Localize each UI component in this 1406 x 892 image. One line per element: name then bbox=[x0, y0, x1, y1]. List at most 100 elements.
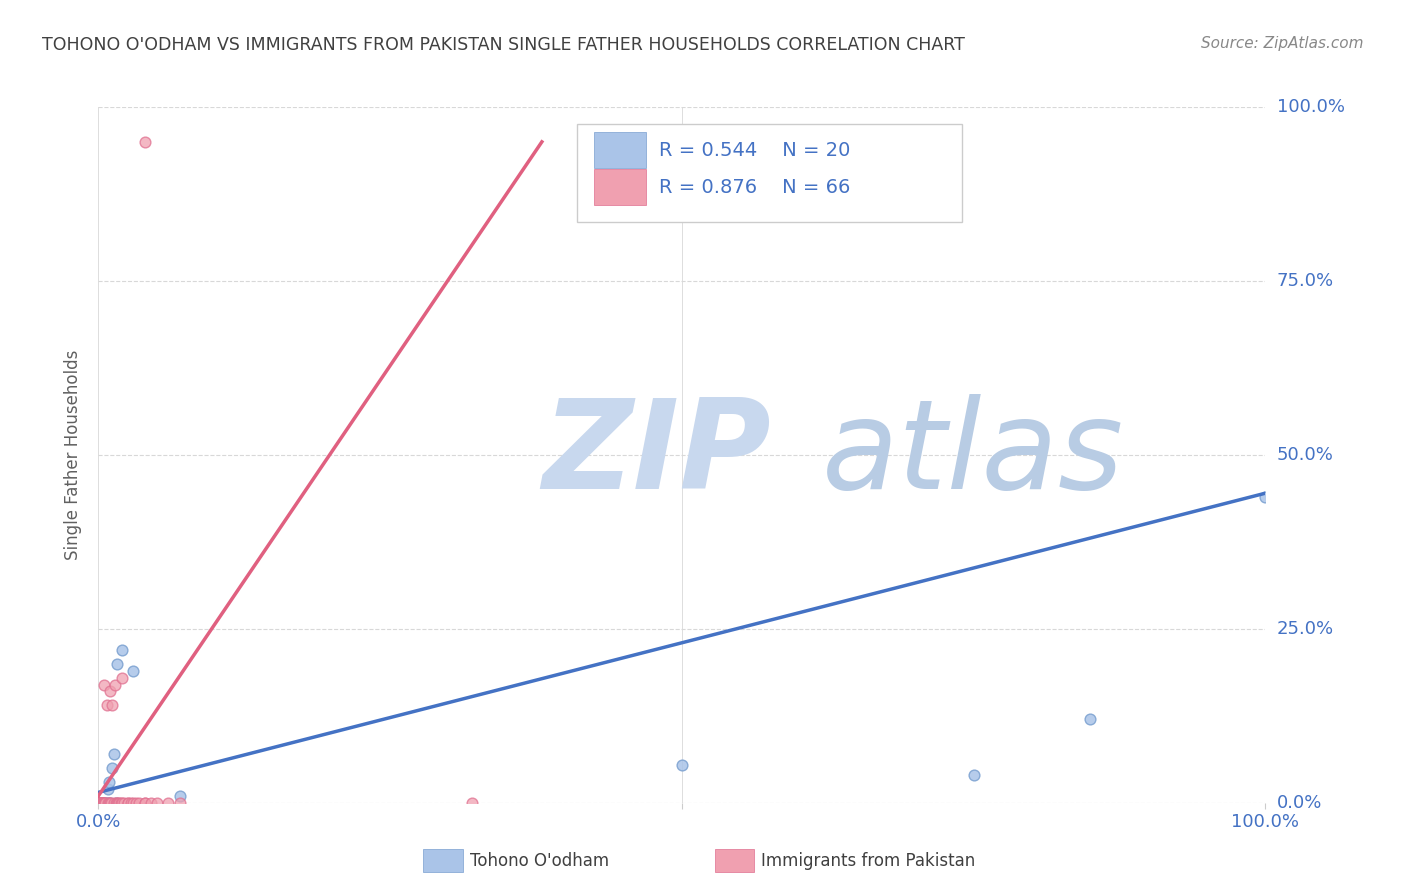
Point bbox=[87, 796, 110, 810]
Point bbox=[111, 671, 134, 685]
Point bbox=[87, 796, 110, 810]
Point bbox=[671, 757, 693, 772]
Point bbox=[128, 796, 150, 810]
Point bbox=[117, 796, 139, 810]
Point bbox=[87, 796, 110, 810]
Point bbox=[90, 796, 112, 810]
Point bbox=[105, 657, 128, 671]
Point bbox=[89, 796, 111, 810]
Point bbox=[110, 796, 132, 810]
Point bbox=[122, 796, 145, 810]
Point bbox=[122, 664, 145, 678]
Point bbox=[105, 796, 128, 810]
Point bbox=[134, 796, 156, 810]
Text: 25.0%: 25.0% bbox=[1277, 620, 1334, 638]
Point bbox=[87, 796, 110, 810]
Point bbox=[108, 796, 131, 810]
Point bbox=[98, 796, 121, 810]
Point bbox=[90, 796, 112, 810]
Point bbox=[93, 796, 115, 810]
Point bbox=[87, 796, 110, 810]
Point bbox=[98, 796, 121, 810]
Point bbox=[87, 796, 110, 810]
Text: 50.0%: 50.0% bbox=[1277, 446, 1333, 464]
Point bbox=[112, 796, 135, 810]
Point bbox=[100, 796, 122, 810]
Point bbox=[87, 796, 110, 810]
Point bbox=[87, 796, 110, 810]
Point bbox=[96, 698, 118, 713]
Point bbox=[169, 796, 191, 810]
Point bbox=[94, 796, 117, 810]
Point bbox=[139, 796, 162, 810]
Point bbox=[97, 796, 120, 810]
Point bbox=[107, 796, 129, 810]
Point bbox=[87, 796, 110, 810]
Point bbox=[90, 796, 112, 810]
Point bbox=[97, 775, 120, 789]
Point bbox=[87, 796, 110, 810]
Point bbox=[94, 796, 117, 810]
Point bbox=[87, 796, 110, 810]
Point bbox=[111, 796, 134, 810]
Text: R = 0.876    N = 66: R = 0.876 N = 66 bbox=[658, 178, 851, 196]
Y-axis label: Single Father Households: Single Father Households bbox=[65, 350, 83, 560]
Point bbox=[91, 796, 114, 810]
Point bbox=[104, 677, 127, 691]
Text: 0.0%: 0.0% bbox=[1277, 794, 1322, 812]
Point bbox=[87, 796, 110, 810]
FancyBboxPatch shape bbox=[595, 132, 645, 169]
Text: ZIP: ZIP bbox=[541, 394, 770, 516]
Point bbox=[117, 796, 139, 810]
Point bbox=[103, 796, 125, 810]
Point bbox=[90, 796, 112, 810]
Point bbox=[157, 796, 180, 810]
Point bbox=[87, 796, 110, 810]
Point bbox=[1254, 490, 1277, 504]
Point bbox=[104, 796, 127, 810]
Point bbox=[461, 796, 484, 810]
Point bbox=[104, 796, 127, 810]
Point bbox=[96, 796, 118, 810]
Point bbox=[91, 796, 114, 810]
Point bbox=[169, 789, 191, 803]
Point bbox=[89, 796, 111, 810]
Point bbox=[962, 768, 984, 782]
Point bbox=[111, 642, 134, 657]
Point bbox=[120, 796, 142, 810]
Text: TOHONO O'ODHAM VS IMMIGRANTS FROM PAKISTAN SINGLE FATHER HOUSEHOLDS CORRELATION : TOHONO O'ODHAM VS IMMIGRANTS FROM PAKIST… bbox=[42, 36, 965, 54]
FancyBboxPatch shape bbox=[714, 848, 754, 872]
FancyBboxPatch shape bbox=[423, 848, 463, 872]
Point bbox=[87, 796, 110, 810]
Point bbox=[87, 796, 110, 810]
Point bbox=[87, 796, 110, 810]
Point bbox=[101, 761, 124, 775]
Point bbox=[93, 796, 115, 810]
Text: Immigrants from Pakistan: Immigrants from Pakistan bbox=[761, 852, 976, 870]
Point bbox=[87, 796, 110, 810]
Point bbox=[94, 796, 117, 810]
FancyBboxPatch shape bbox=[576, 124, 962, 222]
FancyBboxPatch shape bbox=[595, 169, 645, 205]
Text: 75.0%: 75.0% bbox=[1277, 272, 1334, 290]
Point bbox=[1080, 712, 1102, 726]
Point bbox=[134, 135, 156, 149]
Text: R = 0.544    N = 20: R = 0.544 N = 20 bbox=[658, 141, 851, 160]
Point bbox=[89, 796, 111, 810]
Point bbox=[91, 796, 114, 810]
Point bbox=[98, 684, 121, 698]
Point bbox=[146, 796, 169, 810]
Text: 100.0%: 100.0% bbox=[1277, 98, 1344, 116]
Text: Source: ZipAtlas.com: Source: ZipAtlas.com bbox=[1201, 36, 1364, 51]
Point bbox=[125, 796, 148, 810]
Point bbox=[90, 796, 112, 810]
Point bbox=[87, 796, 110, 810]
Point bbox=[134, 796, 156, 810]
Point bbox=[87, 796, 110, 810]
Point bbox=[87, 796, 110, 810]
Point bbox=[97, 796, 120, 810]
Point bbox=[97, 781, 120, 796]
Point bbox=[87, 796, 110, 810]
Point bbox=[97, 796, 120, 810]
Point bbox=[103, 747, 125, 761]
